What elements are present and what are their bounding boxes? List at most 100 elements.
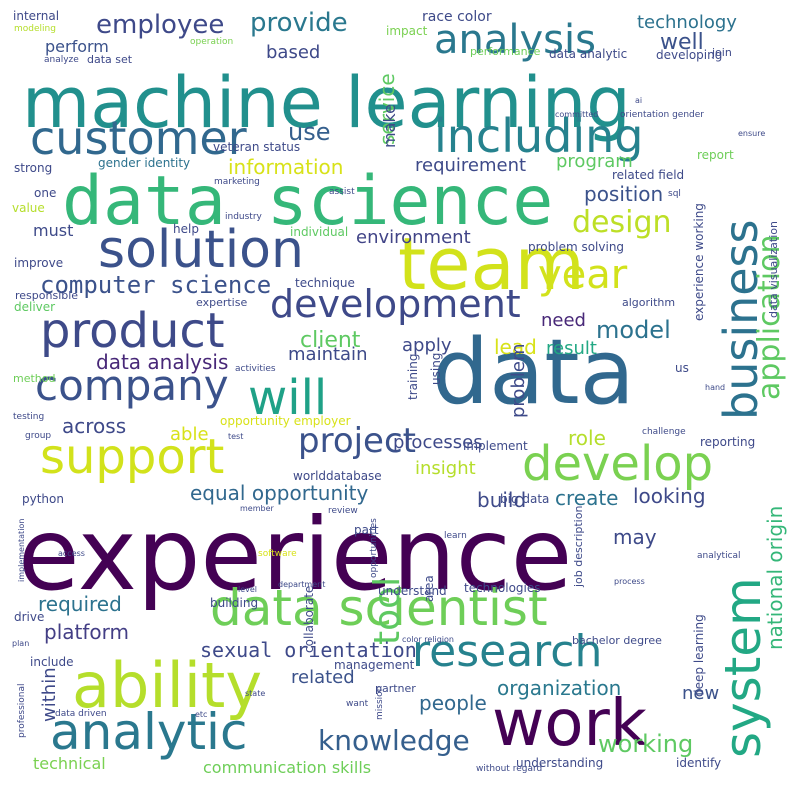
word: want <box>346 699 369 709</box>
word: support <box>40 429 225 485</box>
word: system <box>714 577 772 758</box>
word: expertise <box>196 296 248 309</box>
word: job description <box>572 505 585 587</box>
word: development <box>270 282 521 326</box>
word: building <box>210 596 259 610</box>
word: required <box>38 592 122 616</box>
word: performance <box>470 45 541 58</box>
word: processes <box>393 432 483 453</box>
word: ability <box>72 649 263 722</box>
word: algorithm <box>622 296 676 309</box>
word: experience <box>18 496 573 613</box>
word: partner <box>375 682 416 695</box>
word: research <box>412 626 603 677</box>
word: across <box>62 414 127 438</box>
word: company <box>35 361 229 410</box>
word: bachelor degree <box>572 634 662 647</box>
word: technologies <box>464 581 541 595</box>
word: able <box>170 424 209 445</box>
word: data driven <box>55 709 107 719</box>
word: state <box>245 689 266 698</box>
word: value <box>12 201 45 215</box>
word: activities <box>235 364 276 374</box>
word: help <box>173 222 199 236</box>
word: join <box>712 46 732 59</box>
word: maintain <box>288 344 368 365</box>
word: color religion <box>402 635 454 644</box>
word: department <box>278 580 326 589</box>
word: sexual orientation <box>200 638 417 662</box>
word: hand <box>705 383 726 392</box>
word: internal <box>13 9 60 23</box>
word: improve <box>14 256 64 270</box>
word: must <box>33 221 74 240</box>
word: deliver <box>14 300 56 314</box>
word: access <box>58 549 85 558</box>
word: strong <box>14 161 53 175</box>
word: equal opportunity <box>190 481 369 505</box>
word: implementation <box>17 518 26 582</box>
word: one <box>34 186 57 200</box>
word: big data <box>500 492 550 506</box>
word: use <box>288 118 331 146</box>
word: software <box>258 549 297 559</box>
word: client <box>300 328 361 353</box>
word: program <box>556 151 633 172</box>
word: ai <box>635 96 643 105</box>
word: may <box>613 525 657 549</box>
word: model <box>596 316 671 344</box>
word: national origin <box>763 505 787 650</box>
word: knowledge <box>318 724 470 757</box>
word: data analysis <box>96 350 229 374</box>
word: management <box>334 658 415 672</box>
word: technical <box>33 754 106 773</box>
word: challenge <box>642 427 686 437</box>
word: new <box>682 683 720 704</box>
word: identify <box>676 756 722 770</box>
word: computer science <box>40 271 272 299</box>
word: data scientist <box>210 579 548 637</box>
word: customer <box>30 111 247 165</box>
word: provide <box>250 8 348 38</box>
word: orientation gender <box>620 110 704 120</box>
word: year <box>538 252 628 298</box>
word: design <box>572 205 672 240</box>
word: deep learning <box>692 614 706 697</box>
word: technology <box>637 12 737 33</box>
word: collaborate <box>302 585 316 653</box>
word: including <box>434 109 644 163</box>
word: analysis <box>434 17 596 63</box>
word: platform <box>44 620 129 644</box>
word: sql <box>668 189 681 199</box>
word: responsible <box>15 289 79 302</box>
word: team <box>398 222 585 306</box>
word: technique <box>295 276 355 290</box>
word: level <box>238 585 258 594</box>
word: veteran status <box>213 140 301 154</box>
word: data set <box>87 53 133 66</box>
word: problem <box>508 343 529 418</box>
word: analytic <box>50 703 248 761</box>
word: learn <box>444 531 467 541</box>
word: looking <box>633 484 706 508</box>
word: race color <box>422 9 492 25</box>
word: gender identity <box>98 156 191 170</box>
word: reporting <box>700 435 756 449</box>
word: analyze <box>44 55 79 65</box>
word: method <box>13 372 56 385</box>
word: training <box>406 353 420 401</box>
word: well <box>660 30 704 55</box>
word: machine learning <box>22 62 631 144</box>
word: will <box>248 370 328 426</box>
word: assist <box>329 187 355 197</box>
word: lead <box>494 335 537 359</box>
word: plan <box>12 639 30 648</box>
word: work <box>492 687 647 761</box>
word: product <box>40 303 225 359</box>
word: make <box>380 104 399 148</box>
word: build <box>477 488 527 512</box>
word: information <box>228 155 344 179</box>
word: developing <box>656 48 723 62</box>
word: problem solving <box>528 240 625 254</box>
word: group <box>25 431 52 441</box>
